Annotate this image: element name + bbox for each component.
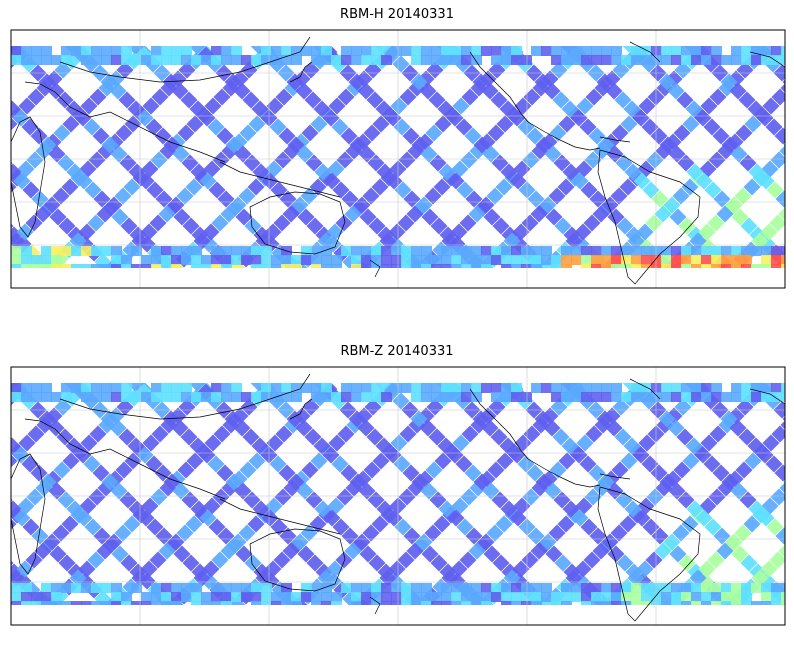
panel-title-rbm-h: RBM-H 20140331: [0, 7, 794, 22]
orbit-swaths: [0, 375, 794, 614]
orbit-swaths: [0, 38, 794, 277]
map-panel-rbm-h: [0, 22, 794, 312]
panel-title-rbm-z: RBM-Z 20140331: [0, 344, 794, 359]
map-panel-rbm-z: [0, 359, 794, 649]
